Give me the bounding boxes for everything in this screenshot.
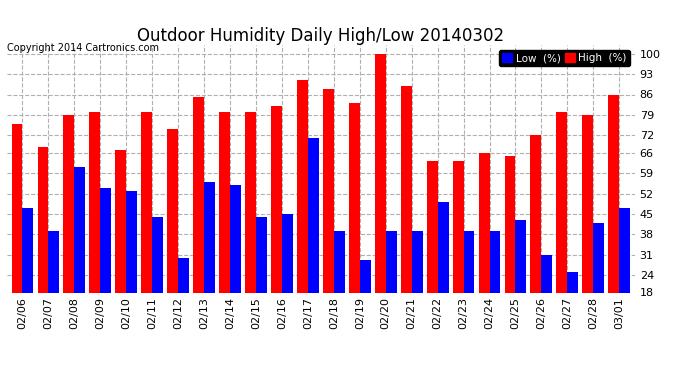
Bar: [167, 129, 178, 345]
Bar: [204, 182, 215, 345]
Bar: [63, 115, 75, 345]
Bar: [271, 106, 282, 345]
Bar: [359, 261, 371, 345]
Bar: [282, 214, 293, 345]
Bar: [556, 112, 567, 345]
Bar: [297, 80, 308, 345]
Bar: [464, 231, 475, 345]
Bar: [334, 231, 345, 345]
Bar: [515, 220, 526, 345]
Bar: [152, 217, 163, 345]
Title: Outdoor Humidity Daily High/Low 20140302: Outdoor Humidity Daily High/Low 20140302: [137, 27, 504, 45]
Bar: [48, 231, 59, 345]
Bar: [412, 231, 422, 345]
Bar: [193, 98, 204, 345]
Bar: [531, 135, 542, 345]
Bar: [115, 150, 126, 345]
Text: Copyright 2014 Cartronics.com: Copyright 2014 Cartronics.com: [7, 43, 159, 53]
Bar: [542, 255, 552, 345]
Bar: [308, 138, 319, 345]
Bar: [386, 231, 397, 345]
Bar: [504, 156, 515, 345]
Bar: [479, 153, 489, 345]
Bar: [100, 188, 111, 345]
Bar: [12, 124, 23, 345]
Bar: [453, 162, 464, 345]
Bar: [126, 190, 137, 345]
Bar: [245, 112, 256, 345]
Bar: [141, 112, 152, 345]
Bar: [230, 185, 241, 345]
Bar: [178, 258, 189, 345]
Bar: [489, 231, 500, 345]
Bar: [567, 272, 578, 345]
Bar: [375, 54, 386, 345]
Bar: [426, 162, 437, 345]
Bar: [75, 167, 86, 345]
Bar: [23, 208, 33, 345]
Bar: [90, 112, 100, 345]
Bar: [437, 202, 448, 345]
Bar: [219, 112, 230, 345]
Bar: [349, 103, 359, 345]
Bar: [37, 147, 48, 345]
Bar: [582, 115, 593, 345]
Bar: [609, 94, 619, 345]
Bar: [401, 86, 412, 345]
Legend: Low  (%), High  (%): Low (%), High (%): [499, 50, 629, 66]
Bar: [619, 208, 630, 345]
Bar: [323, 88, 334, 345]
Bar: [593, 223, 604, 345]
Bar: [256, 217, 267, 345]
